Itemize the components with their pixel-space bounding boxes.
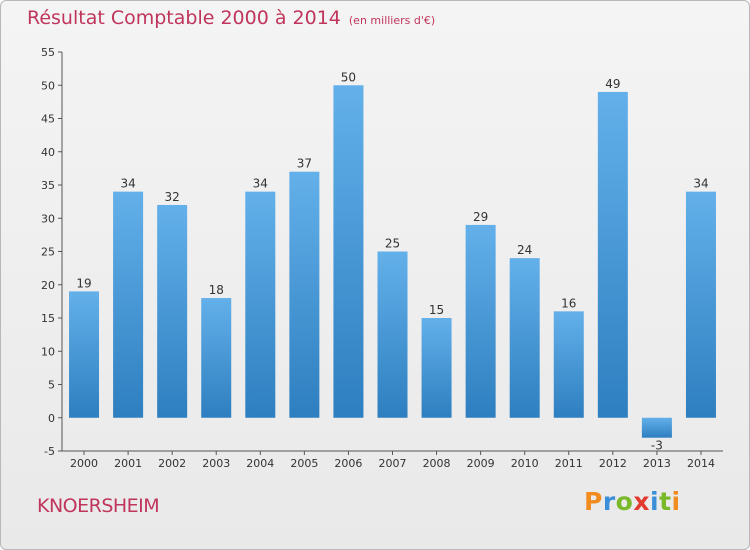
bar	[377, 251, 408, 418]
y-tick-label: 55	[41, 46, 55, 59]
data-label: 29	[473, 210, 488, 224]
x-tick-label: 2002	[158, 457, 186, 470]
bar	[509, 258, 540, 418]
y-tick-label: 45	[41, 113, 55, 126]
y-tick-label: 20	[41, 279, 55, 292]
x-tick-label: 2000	[70, 457, 98, 470]
commune-name: KNOERSHEIM	[37, 495, 160, 517]
logo-letter: P	[584, 487, 603, 516]
y-tick-label: 15	[41, 312, 55, 325]
data-label: 34	[120, 177, 135, 191]
bar	[465, 224, 496, 418]
proxiti-logo: Proxiti	[584, 487, 681, 516]
data-label: 15	[429, 303, 444, 317]
bar	[333, 85, 364, 418]
chart-title-main: Résultat Comptable 2000 à 2014	[27, 7, 341, 29]
x-tick-label: 2007	[379, 457, 407, 470]
x-tick-label: 2014	[687, 457, 715, 470]
x-tick-label: 2005	[290, 457, 318, 470]
x-tick-label: 2010	[511, 457, 539, 470]
y-tick-label: 5	[48, 379, 55, 392]
y-tick-label: 25	[41, 246, 55, 259]
y-tick-label: 30	[41, 212, 55, 225]
bar	[113, 191, 144, 418]
data-label: 37	[297, 157, 312, 171]
bar	[157, 204, 188, 418]
y-tick-label: 50	[41, 79, 55, 92]
data-label: 18	[209, 283, 224, 297]
bar	[553, 311, 584, 418]
data-label: 49	[605, 77, 620, 91]
data-label: 19	[76, 276, 91, 290]
data-label: 16	[561, 296, 576, 310]
bar	[289, 171, 320, 418]
y-tick-label: 10	[41, 345, 55, 358]
bar	[69, 291, 100, 418]
bar	[597, 91, 628, 418]
logo-letter: i	[671, 487, 681, 516]
x-tick-label: 2001	[114, 457, 142, 470]
data-label: 32	[165, 190, 180, 204]
data-label: -3	[651, 439, 663, 453]
bar	[245, 191, 276, 418]
x-tick-label: 2004	[246, 457, 274, 470]
y-tick-label: -5	[44, 445, 55, 458]
bar	[641, 417, 672, 438]
y-tick-label: 35	[41, 179, 55, 192]
x-tick-label: 2006	[334, 457, 362, 470]
x-tick-label: 2013	[643, 457, 671, 470]
logo-letter: r	[602, 487, 616, 516]
logo-letter: t	[659, 487, 672, 516]
x-tick-label: 2008	[423, 457, 451, 470]
data-label: 25	[385, 237, 400, 251]
data-label: 34	[693, 177, 708, 191]
data-label: 34	[253, 177, 268, 191]
logo-letter: o	[615, 487, 634, 516]
bar	[685, 191, 716, 418]
y-tick-label: 0	[48, 412, 55, 425]
logo-letter: i	[650, 487, 660, 516]
x-tick-label: 2003	[202, 457, 230, 470]
bar	[201, 298, 232, 418]
x-tick-label: 2012	[599, 457, 627, 470]
x-tick-label: 2009	[467, 457, 495, 470]
chart-title: Résultat Comptable 2000 à 2014 (en millie…	[27, 7, 435, 29]
x-tick-label: 2011	[555, 457, 583, 470]
chart-title-unit: (en milliers d'€)	[348, 14, 436, 27]
data-label: 24	[517, 243, 532, 257]
y-tick-label: 40	[41, 146, 55, 159]
data-label: 50	[341, 70, 356, 84]
logo-letter: x	[633, 487, 650, 516]
bar	[421, 318, 452, 418]
